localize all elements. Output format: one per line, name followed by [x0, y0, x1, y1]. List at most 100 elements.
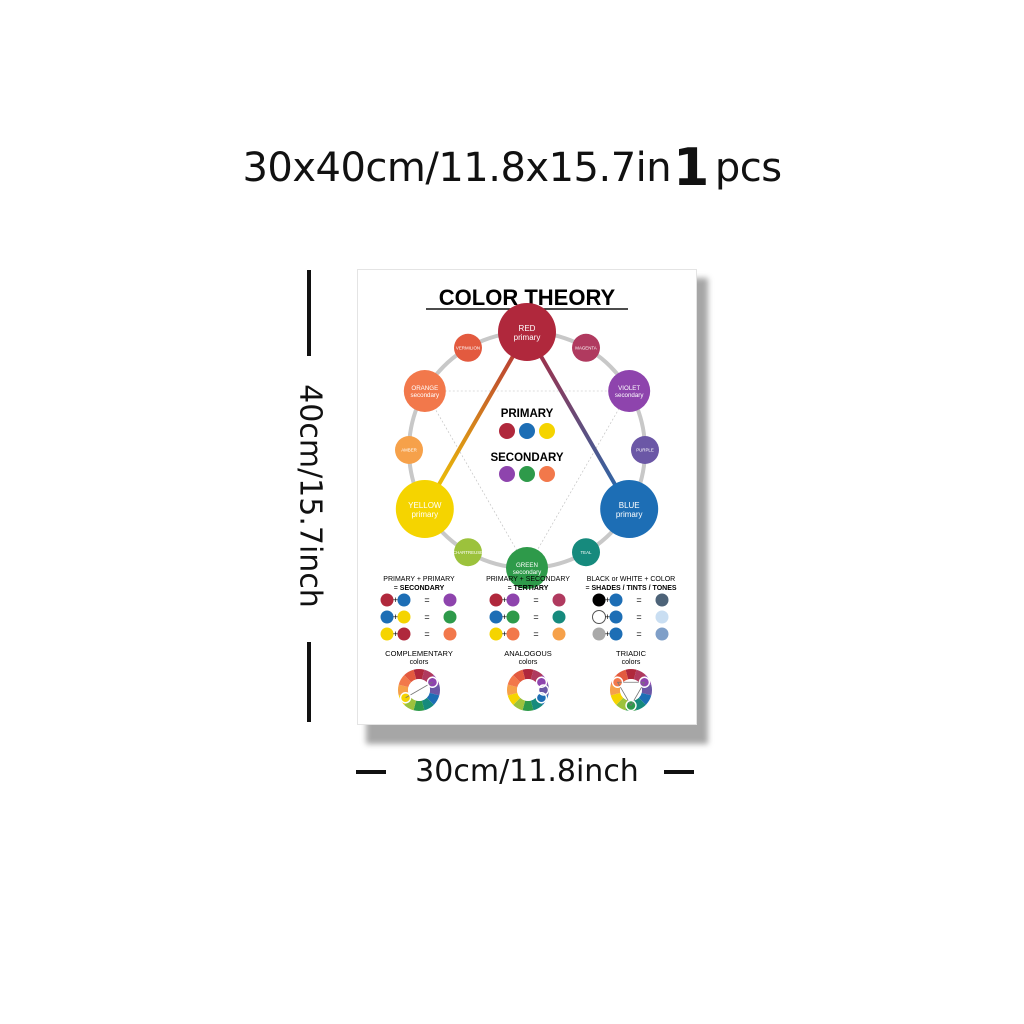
plus-sign: +: [605, 629, 610, 639]
wheel-node-name: ORANGE: [411, 385, 438, 392]
scheme-wheel-segment: [633, 697, 646, 711]
scheme-wheel-segment: [513, 697, 526, 711]
mixing-heading: PRIMARY + SECONDARY: [486, 576, 570, 583]
equals-sign: =: [533, 629, 538, 639]
wheel-node-vermilion: VERMILION: [454, 333, 482, 362]
scheme-wheel-segment: [638, 692, 652, 705]
wheel-node-type: secondary: [411, 392, 440, 399]
primary-dot-yellow: [539, 423, 555, 439]
equals-sign: =: [424, 629, 429, 639]
mix-result: [552, 610, 566, 624]
plus-sign: +: [393, 612, 398, 622]
mixing-result-heading: = SECONDARY: [394, 585, 445, 592]
mixing-heading: PRIMARY + PRIMARY: [383, 576, 455, 583]
mix-color-a: [489, 610, 503, 624]
mixing-column-2: PRIMARY + SECONDARY= TERTIARY+ =+ =+ =: [486, 576, 570, 641]
poster-artwork: COLOR THEORY REDprimaryMAGENTAVIOLETseco…: [380, 285, 677, 712]
equals-sign: =: [533, 612, 538, 622]
scheme-wheel-segment: [522, 700, 534, 711]
mixing-row: + =: [380, 627, 457, 641]
scheme-wheel-segment: [610, 692, 624, 705]
scheme-name: ANALOGOUS: [504, 649, 552, 658]
wheel-node-circle: [395, 480, 454, 538]
wheel-node-name: AMBER: [401, 448, 417, 453]
size-text: 30x40cm/11.8x15.7in: [242, 145, 672, 191]
wheel-node-circle: [454, 538, 482, 567]
wheel-node-amber: AMBER: [395, 436, 423, 464]
plus-sign: +: [605, 595, 610, 605]
scheme-wheel-segment: [421, 669, 434, 683]
primary-dot-blue: [519, 423, 535, 439]
mix-color-a: [489, 627, 503, 641]
poster: COLOR THEORY RED primary MAGENTA VIOLET seco…: [357, 269, 697, 725]
wheel-node-name: MAGENTA: [575, 346, 596, 351]
scheme-name: TRIADIC: [616, 649, 647, 658]
mix-color-b: [506, 610, 520, 624]
mix-result: [655, 627, 669, 641]
scheme-wheel-segment: [507, 692, 521, 705]
wheel-node-type: secondary: [513, 569, 542, 576]
wheel-node-name: BLUE: [619, 501, 640, 510]
triangle-edge-red-blue: [525, 330, 631, 511]
mix-color-b: [609, 610, 623, 624]
mix-color-b: [397, 610, 411, 624]
mixing-column-3: BLACK or WHITE + COLOR = SHADES / TINTS /…: [585, 576, 677, 641]
mixing-section: PRIMARY + PRIMARY= SECONDARY+ =+ =+ =PRIMAR…: [380, 576, 677, 641]
wheel-node-name: PURPLE: [636, 448, 654, 453]
wheel-node-circle: [572, 538, 600, 567]
scheme-wheel-segment: [633, 669, 646, 683]
mixing-row: + =: [489, 610, 566, 624]
mix-color-b: [506, 627, 520, 641]
secondary-dot-orange: [539, 466, 555, 482]
wheel-node-circle: [395, 436, 423, 464]
scheme-wheel-segment: [404, 697, 417, 711]
primary-dot-red: [499, 423, 515, 439]
width-bar-left: [356, 770, 386, 774]
plus-sign: +: [605, 612, 610, 622]
mix-color-b: [397, 627, 411, 641]
mix-result: [552, 627, 566, 641]
mix-color-b: [397, 593, 411, 607]
quantity-unit: pcs: [714, 145, 782, 191]
mix-color-a: [592, 627, 606, 641]
equals-sign: =: [424, 595, 429, 605]
scheme-sub: colors: [519, 659, 538, 666]
mixing-row: + =: [380, 593, 457, 607]
primary-label: PRIMARY: [501, 408, 554, 420]
scheme-wheel-segment: [513, 669, 526, 683]
mix-result: [443, 593, 457, 607]
wheel-node-name: RED: [519, 324, 536, 333]
wheel-node-teal: TEAL: [572, 538, 600, 567]
scheme-marker: [625, 699, 637, 712]
scheme-wheel-segment: [426, 692, 440, 705]
mix-color-a: [380, 610, 394, 624]
secondary-dot-green: [519, 466, 535, 482]
height-label: 40cm/15.7inch: [292, 384, 328, 608]
mix-color-b: [506, 593, 520, 607]
wheel-node-circle: [608, 370, 651, 412]
mixing-row: + =: [592, 610, 669, 624]
wheel-node-circle: [506, 547, 548, 589]
mixing-row: + =: [489, 593, 566, 607]
scheme-wheel-segment: [421, 697, 434, 711]
wheel-node-type: primary: [514, 333, 541, 342]
scheme-connector: [616, 681, 646, 707]
quantity: 1: [673, 138, 709, 198]
scheme-wheel-segment: [413, 669, 425, 680]
plus-sign: +: [502, 595, 507, 605]
wheel-node-magenta: MAGENTA: [572, 333, 600, 362]
scheme-wheel-segment: [616, 669, 629, 683]
mix-color-a: [592, 610, 606, 624]
mix-result: [443, 627, 457, 641]
width-bar-right: [664, 770, 694, 774]
wheel-node-circle: [631, 436, 659, 464]
scheme-sub: colors: [410, 659, 429, 666]
scheme-marker: [638, 676, 651, 688]
wheel-node-name: GREEN: [516, 562, 538, 569]
